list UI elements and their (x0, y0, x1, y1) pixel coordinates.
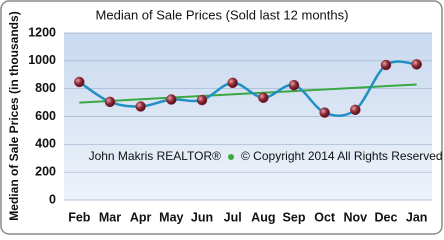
marker (104, 96, 116, 108)
y-tick-label: 800 (35, 81, 56, 95)
marker (196, 94, 208, 106)
x-tick-label: Apr (130, 210, 152, 224)
x-tick-label: Sep (283, 210, 306, 224)
y-tick-label: 400 (35, 137, 56, 151)
y-tick-label: 1000 (28, 53, 56, 67)
x-tick-label: Mar (99, 210, 121, 224)
x-tick-label: Dec (375, 210, 398, 224)
x-tick-label: Jul (224, 210, 242, 224)
y-tick-label: 200 (35, 164, 56, 178)
marker (74, 76, 85, 88)
marker (319, 107, 330, 118)
x-tick-label: Jun (191, 210, 213, 224)
y-axis-label: Median of Sale Prices (in thousands) (7, 11, 21, 220)
marker (227, 77, 238, 89)
trend-line (79, 83, 417, 104)
x-tick-label: Nov (344, 210, 368, 224)
x-tick-label: Aug (251, 210, 275, 224)
marker (350, 104, 361, 116)
x-tick-label: Feb (68, 210, 91, 224)
annotation: John Makris REALTOR® (89, 149, 222, 163)
y-tick-label: 600 (35, 109, 56, 123)
marker (411, 59, 422, 70)
x-tick-label: Jan (406, 210, 428, 224)
annotation: © Copyright 2014 All Rights Reserved (241, 149, 443, 163)
y-tick-label: 0 (49, 192, 56, 206)
x-tick-label: Oct (314, 210, 336, 224)
marker (135, 101, 146, 112)
marker (258, 92, 269, 103)
chart-title: Median of Sale Prices (Sold last 12 mont… (96, 7, 349, 22)
y-tick-label: 1200 (28, 25, 56, 39)
annotation-dot (228, 154, 234, 160)
x-tick-label: May (159, 210, 183, 224)
marker (288, 79, 300, 91)
marker (166, 94, 177, 105)
marker (380, 59, 392, 71)
